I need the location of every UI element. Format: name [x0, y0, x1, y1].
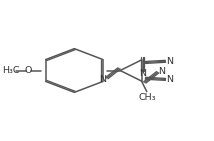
Text: H₃C: H₃C [2, 66, 20, 75]
Text: N: N [139, 69, 146, 78]
Text: O: O [25, 66, 32, 75]
Text: N: N [158, 67, 165, 76]
Text: N: N [166, 75, 173, 84]
Text: N: N [100, 75, 106, 84]
Text: CH₃: CH₃ [138, 93, 156, 103]
Text: N: N [166, 57, 173, 66]
